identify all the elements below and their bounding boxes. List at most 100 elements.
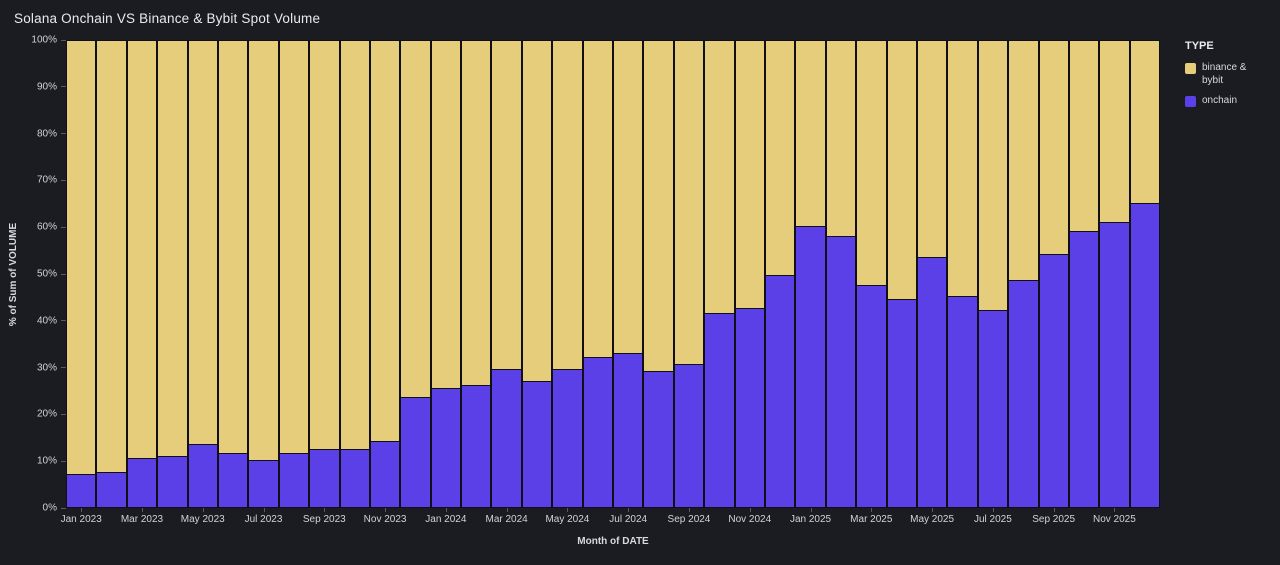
bar-sep-2023[interactable] xyxy=(309,40,340,508)
bar-dec-2023[interactable] xyxy=(400,40,431,508)
bar-may-2023[interactable] xyxy=(187,40,218,508)
bar-mar-2024[interactable] xyxy=(491,40,522,508)
bar-jan-2024[interactable] xyxy=(430,40,462,508)
segment-binance-bybit[interactable] xyxy=(947,40,978,298)
segment-onchain[interactable] xyxy=(552,369,583,508)
bar-jun-2024[interactable] xyxy=(582,40,614,508)
segment-binance-bybit[interactable] xyxy=(1099,40,1130,223)
segment-binance-bybit[interactable] xyxy=(96,40,127,473)
segment-onchain[interactable] xyxy=(764,276,796,508)
segment-onchain[interactable] xyxy=(1129,203,1161,508)
segment-binance-bybit[interactable] xyxy=(157,40,188,457)
segment-binance-bybit[interactable] xyxy=(1129,40,1161,204)
segment-binance-bybit[interactable] xyxy=(704,40,735,314)
bar-may-2024[interactable] xyxy=(552,40,583,508)
segment-onchain[interactable] xyxy=(339,449,370,508)
bar-mar-2023[interactable] xyxy=(126,40,158,508)
segment-onchain[interactable] xyxy=(825,236,857,508)
bar-jan-2025[interactable] xyxy=(795,40,826,508)
segment-binance-bybit[interactable] xyxy=(339,40,370,450)
bar-oct-2024[interactable] xyxy=(704,40,735,508)
bar-dec-2024[interactable] xyxy=(764,40,796,508)
bar-apr-2023[interactable] xyxy=(157,40,188,508)
segment-onchain[interactable] xyxy=(126,458,158,508)
segment-onchain[interactable] xyxy=(1068,231,1100,508)
segment-binance-bybit[interactable] xyxy=(734,40,765,310)
segment-binance-bybit[interactable] xyxy=(66,40,97,476)
segment-onchain[interactable] xyxy=(947,297,978,508)
segment-binance-bybit[interactable] xyxy=(309,40,340,450)
segment-binance-bybit[interactable] xyxy=(187,40,218,445)
bar-sep-2025[interactable] xyxy=(1038,40,1069,508)
bar-jul-2023[interactable] xyxy=(248,40,279,508)
bar-aug-2024[interactable] xyxy=(643,40,674,508)
segment-binance-bybit[interactable] xyxy=(916,40,948,258)
segment-onchain[interactable] xyxy=(248,461,279,508)
segment-onchain[interactable] xyxy=(217,454,249,508)
bar-nov-2025[interactable] xyxy=(1099,40,1130,508)
segment-onchain[interactable] xyxy=(369,442,401,508)
bar-jan-2023[interactable] xyxy=(66,40,97,508)
segment-binance-bybit[interactable] xyxy=(764,40,796,277)
bar-nov-2024[interactable] xyxy=(734,40,765,508)
segment-onchain[interactable] xyxy=(96,472,127,508)
segment-binance-bybit[interactable] xyxy=(491,40,522,370)
segment-onchain[interactable] xyxy=(491,369,522,508)
segment-onchain[interactable] xyxy=(977,311,1009,508)
segment-onchain[interactable] xyxy=(886,299,917,508)
segment-binance-bybit[interactable] xyxy=(126,40,158,459)
bar-mar-2025[interactable] xyxy=(856,40,887,508)
segment-binance-bybit[interactable] xyxy=(673,40,705,366)
segment-onchain[interactable] xyxy=(795,227,826,508)
segment-binance-bybit[interactable] xyxy=(430,40,462,389)
bar-sep-2024[interactable] xyxy=(673,40,705,508)
segment-binance-bybit[interactable] xyxy=(1008,40,1039,282)
bar-apr-2024[interactable] xyxy=(521,40,553,508)
segment-binance-bybit[interactable] xyxy=(400,40,431,399)
segment-binance-bybit[interactable] xyxy=(369,40,401,443)
bar-may-2025[interactable] xyxy=(916,40,948,508)
segment-binance-bybit[interactable] xyxy=(856,40,887,286)
segment-binance-bybit[interactable] xyxy=(886,40,917,300)
bar-apr-2025[interactable] xyxy=(886,40,917,508)
bar-jul-2025[interactable] xyxy=(977,40,1009,508)
segment-binance-bybit[interactable] xyxy=(795,40,826,228)
segment-onchain[interactable] xyxy=(157,456,188,508)
segment-onchain[interactable] xyxy=(278,454,310,508)
segment-binance-bybit[interactable] xyxy=(552,40,583,370)
segment-onchain[interactable] xyxy=(582,358,614,508)
segment-onchain[interactable] xyxy=(856,285,887,508)
bar-nov-2023[interactable] xyxy=(369,40,401,508)
bar-jul-2024[interactable] xyxy=(613,40,644,508)
legend-item-onchain[interactable]: onchain xyxy=(1185,95,1275,108)
bar-feb-2023[interactable] xyxy=(96,40,127,508)
segment-binance-bybit[interactable] xyxy=(825,40,857,237)
segment-binance-bybit[interactable] xyxy=(1038,40,1069,256)
segment-onchain[interactable] xyxy=(643,372,674,508)
bar-dec-2025[interactable] xyxy=(1129,40,1161,508)
segment-onchain[interactable] xyxy=(309,449,340,508)
segment-onchain[interactable] xyxy=(521,381,553,508)
bar-oct-2023[interactable] xyxy=(339,40,370,508)
segment-onchain[interactable] xyxy=(1099,222,1130,508)
bar-aug-2025[interactable] xyxy=(1008,40,1039,508)
legend-item-binance-bybit[interactable]: binance & bybit xyxy=(1185,62,1275,87)
segment-binance-bybit[interactable] xyxy=(1068,40,1100,232)
segment-binance-bybit[interactable] xyxy=(582,40,614,359)
segment-onchain[interactable] xyxy=(187,444,218,508)
segment-onchain[interactable] xyxy=(66,475,97,508)
segment-binance-bybit[interactable] xyxy=(248,40,279,462)
bar-feb-2024[interactable] xyxy=(461,40,492,508)
bar-jun-2025[interactable] xyxy=(947,40,978,508)
bar-feb-2025[interactable] xyxy=(825,40,857,508)
segment-onchain[interactable] xyxy=(673,365,705,508)
segment-onchain[interactable] xyxy=(613,353,644,508)
segment-onchain[interactable] xyxy=(430,388,462,508)
segment-onchain[interactable] xyxy=(461,386,492,508)
bar-aug-2023[interactable] xyxy=(278,40,310,508)
segment-onchain[interactable] xyxy=(734,309,765,508)
segment-binance-bybit[interactable] xyxy=(278,40,310,455)
segment-binance-bybit[interactable] xyxy=(217,40,249,455)
segment-onchain[interactable] xyxy=(1038,255,1069,508)
segment-binance-bybit[interactable] xyxy=(643,40,674,373)
